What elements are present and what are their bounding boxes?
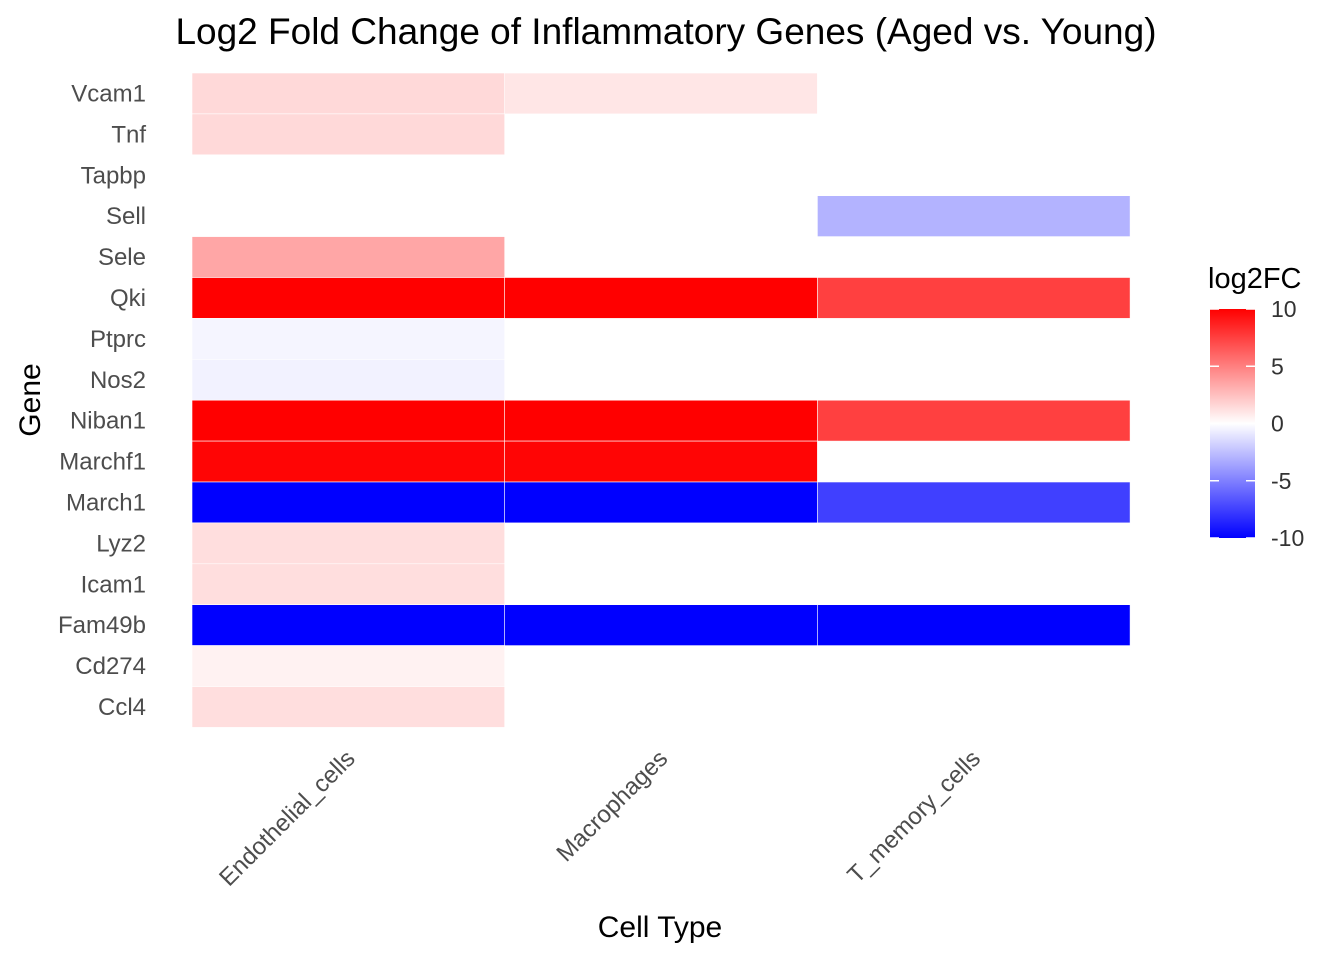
y-tick-label-fam49b: Fam49b [58, 612, 146, 639]
heatmap-cell-fam49b-t_memory_cells [817, 604, 1131, 646]
color-legend: log2FC 10 5 0 -5 -10 [1208, 263, 1304, 551]
y-tick-label-nos2: Nos2 [90, 367, 146, 394]
legend-label-4: -10 [1271, 525, 1304, 551]
y-tick-label-lyz2: Lyz2 [96, 530, 146, 557]
legend-label-3: -5 [1271, 468, 1291, 494]
heatmap-cell-vcam1-macrophages [504, 72, 818, 115]
heatmap-cell-niban1-endothelial_cells [191, 399, 506, 442]
heatmap-cell-ptprc-endothelial_cells [191, 318, 506, 360]
y-tick-label-marchf1: Marchf1 [59, 449, 146, 476]
y-tick-label-cd274: Cd274 [75, 653, 146, 680]
y-axis-tick-labels: Vcam1 Tnf Tapbp Sell Sele Qki Ptprc Nos2 Niban1 M… [58, 80, 146, 721]
y-tick-label-tnf: Tnf [111, 121, 146, 148]
heatmap-cell-qki-t_memory_cells [817, 277, 1131, 319]
y-tick-label-ptprc: Ptprc [90, 326, 146, 353]
heatmap-cell-sele-endothelial_cells [191, 236, 506, 278]
heatmap-cell-sell-t_memory_cells [817, 195, 1131, 237]
heatmap-cell-niban1-macrophages [504, 399, 818, 442]
x-axis-title: Cell Type [598, 911, 723, 944]
heatmap-cell-qki-macrophages [504, 277, 818, 319]
heatmap-cell-vcam1-endothelial_cells [191, 72, 506, 115]
y-tick-label-vcam1: Vcam1 [71, 80, 146, 107]
heatmap-cell-marchf1-endothelial_cells [191, 440, 506, 483]
heatmap-cell-niban1-t_memory_cells [817, 399, 1131, 442]
legend-label-0: 10 [1271, 296, 1297, 322]
heatmap-cell-march1-macrophages [504, 481, 818, 524]
x-tick-label-macrophages: Macrophages [551, 745, 673, 867]
y-tick-label-march1: March1 [66, 489, 146, 516]
y-tick-label-qki: Qki [110, 285, 146, 312]
y-tick-label-tapbp: Tapbp [81, 162, 146, 189]
y-tick-label-niban1: Niban1 [70, 408, 146, 435]
x-axis-tick-labels: Endothelial_cells Macrophages T_memory_cel… [214, 745, 986, 891]
legend-label-2: 0 [1271, 411, 1284, 437]
heatmap-cell-fam49b-endothelial_cells [191, 604, 506, 646]
y-tick-label-ccl4: Ccl4 [98, 694, 146, 721]
y-tick-label-sell: Sell [106, 203, 146, 230]
heatmap-cell-qki-endothelial_cells [191, 277, 506, 319]
legend-tick-marks: 10 5 0 -5 -10 [1210, 296, 1304, 551]
y-tick-label-icam1: Icam1 [81, 571, 146, 598]
heatmap-cell-nos2-endothelial_cells [191, 358, 506, 401]
heatmap-cell-icam1-endothelial_cells [191, 563, 506, 605]
chart-title: Log2 Fold Change of Inflammatory Genes (… [175, 11, 1156, 52]
legend-label-1: 5 [1271, 353, 1284, 379]
y-tick-label-sele: Sele [98, 244, 146, 271]
heatmap-cell-march1-t_memory_cells [817, 481, 1131, 524]
x-tick-label-endothelial_cells: Endothelial_cells [214, 745, 360, 891]
heatmap-cell-ccl4-endothelial_cells [191, 686, 506, 728]
heatmap-cell-tnf-endothelial_cells [191, 113, 506, 156]
y-axis-title: Gene [14, 363, 47, 436]
heatmap-cell-lyz2-endothelial_cells [191, 522, 506, 565]
legend-title: log2FC [1208, 263, 1302, 295]
heatmap-cells [191, 72, 1131, 728]
heatmap-cell-marchf1-macrophages [504, 440, 818, 483]
x-tick-label-t_memory_cells: T_memory_cells [842, 745, 986, 889]
heatmap-cell-cd274-endothelial_cells [191, 645, 506, 687]
heatmap-cell-fam49b-macrophages [504, 604, 818, 646]
heatmap-cell-march1-endothelial_cells [191, 481, 506, 524]
